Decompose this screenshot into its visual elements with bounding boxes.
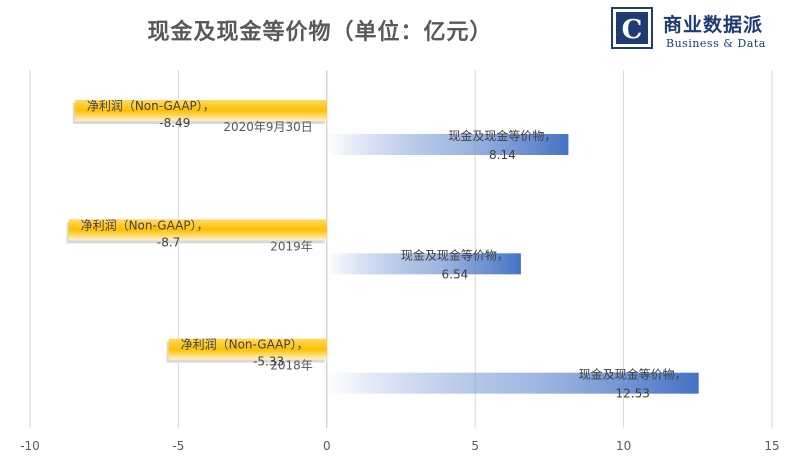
logo-icon: C	[611, 7, 653, 49]
bar-net-profit	[68, 219, 327, 241]
data-label-cash-name: 现金及现金等价物，	[401, 247, 509, 262]
data-label-net-profit-name: 净利润（Non-GAAP），	[181, 338, 309, 352]
category-label: 2018年	[270, 359, 313, 373]
bar-cash	[326, 372, 699, 394]
data-label-cash-name: 现金及现金等价物，	[448, 128, 556, 143]
bar-cash	[326, 134, 569, 155]
logo-letter: C	[622, 15, 643, 45]
x-tick-label: -10	[20, 439, 40, 453]
data-label-net-profit-value: -8.7	[157, 235, 180, 249]
data-label-cash-value: 12.53	[616, 387, 650, 401]
data-label-net-profit-name: 净利润（Non-GAAP），	[87, 99, 215, 113]
bar-net-profit	[74, 100, 327, 121]
x-tick-label: 10	[616, 439, 631, 453]
bar-cash	[326, 253, 521, 275]
logo-subtitle: Business & Data	[666, 37, 766, 50]
x-tick-label: 0	[323, 439, 331, 453]
data-label-cash-name: 现金及现金等价物，	[579, 367, 687, 382]
brand-logo: C 商业数据派 Business & Data	[610, 6, 795, 56]
data-label-net-profit-name: 净利润（Non-GAAP），	[81, 218, 209, 232]
chart-title: 现金及现金等价物（单位：亿元）	[147, 20, 493, 45]
data-label-cash-value: 8.14	[489, 148, 516, 162]
category-label: 2019年	[270, 239, 313, 253]
data-label-net-profit-value: -8.49	[159, 116, 190, 130]
data-label-cash-value: 6.54	[442, 267, 469, 281]
logo-name: 商业数据派	[663, 14, 764, 36]
category-label: 2020年9月30日	[223, 120, 312, 134]
x-tick-label: 15	[764, 439, 779, 453]
x-tick-label: 5	[471, 439, 479, 453]
x-tick-label: -5	[172, 439, 184, 453]
data-label-net-profit-value: -5.33	[253, 355, 284, 369]
bar-net-profit	[168, 338, 327, 360]
